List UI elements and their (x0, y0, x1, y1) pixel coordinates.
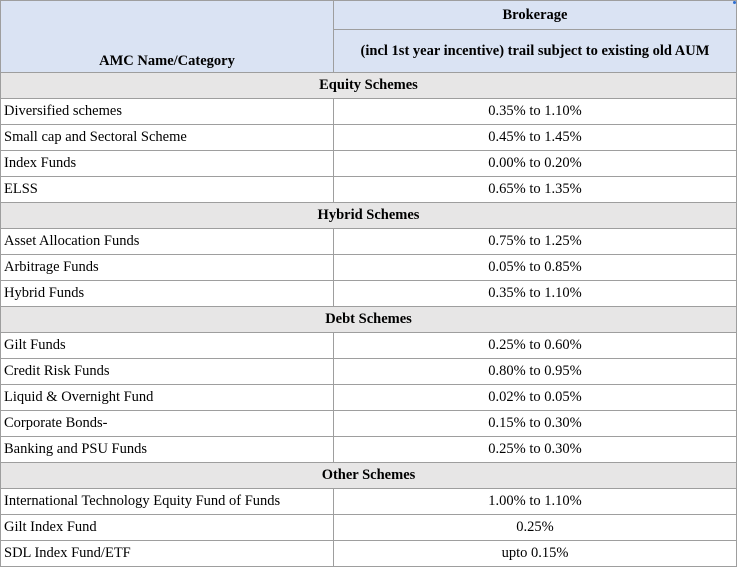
scheme-name: ELSS (0, 176, 334, 203)
scheme-name: Banking and PSU Funds (0, 436, 334, 463)
scheme-name: Hybrid Funds (0, 280, 334, 307)
section-title: Equity Schemes (0, 72, 737, 99)
brokerage-value: 0.35% to 1.10% (333, 98, 737, 125)
section-title: Debt Schemes (0, 306, 737, 333)
scheme-name: Gilt Funds (0, 332, 334, 359)
table-row: Small cap and Sectoral Scheme 0.45% to 1.… (0, 124, 737, 151)
scheme-name: Diversified schemes (0, 98, 334, 125)
brokerage-value: 0.25% to 0.30% (333, 436, 737, 463)
brokerage-value: 0.25% (333, 514, 737, 541)
table-row: Hybrid Funds 0.35% to 1.10% (0, 280, 737, 307)
section-title: Hybrid Schemes (0, 202, 737, 229)
scheme-name: Gilt Index Fund (0, 514, 334, 541)
brokerage-subheader: (incl 1st year incentive) trail subject … (333, 29, 737, 73)
table-row: Gilt Funds 0.25% to 0.60% (0, 332, 737, 359)
scheme-name: Arbitrage Funds (0, 254, 334, 281)
table-row: Diversified schemes 0.35% to 1.10% (0, 98, 737, 125)
section-row: Other Schemes (0, 462, 737, 489)
section-row: Debt Schemes (0, 306, 737, 333)
table-row: Banking and PSU Funds 0.25% to 0.30% (0, 436, 737, 463)
table-row: Liquid & Overnight Fund 0.02% to 0.05% (0, 384, 737, 411)
amc-category-header: AMC Name/Category (0, 0, 334, 73)
brokerage-value: 0.65% to 1.35% (333, 176, 737, 203)
brokerage-value: 1.00% to 1.10% (333, 488, 737, 515)
scheme-name: Index Funds (0, 150, 334, 177)
table-row: Gilt Index Fund 0.25% (0, 514, 737, 541)
brokerage-header: Brokerage (333, 0, 737, 30)
scheme-name: Liquid & Overnight Fund (0, 384, 334, 411)
brokerage-value: 0.15% to 0.30% (333, 410, 737, 437)
brokerage-value: 0.00% to 0.20% (333, 150, 737, 177)
brokerage-value: 0.35% to 1.10% (333, 280, 737, 307)
table-row: Arbitrage Funds 0.05% to 0.85% (0, 254, 737, 281)
scheme-name: International Technology Equity Fund of … (0, 488, 334, 515)
scheme-name: Asset Allocation Funds (0, 228, 334, 255)
brokerage-value: 0.75% to 1.25% (333, 228, 737, 255)
brokerage-value: upto 0.15% (333, 540, 737, 567)
brokerage-value: 0.80% to 0.95% (333, 358, 737, 385)
brokerage-value: 0.05% to 0.85% (333, 254, 737, 281)
section-row: Hybrid Schemes (0, 202, 737, 229)
section-row: Equity Schemes (0, 72, 737, 99)
scheme-name: Corporate Bonds- (0, 410, 334, 437)
table-row: Credit Risk Funds 0.80% to 0.95% (0, 358, 737, 385)
table-row: SDL Index Fund/ETF upto 0.15% (0, 540, 737, 567)
brokerage-value: 0.02% to 0.05% (333, 384, 737, 411)
corner-marker (733, 1, 736, 4)
table-row: ELSS 0.65% to 1.35% (0, 176, 737, 203)
brokerage-value: 0.45% to 1.45% (333, 124, 737, 151)
scheme-name: SDL Index Fund/ETF (0, 540, 334, 567)
section-title: Other Schemes (0, 462, 737, 489)
scheme-name: Credit Risk Funds (0, 358, 334, 385)
table-header: AMC Name/Category Brokerage (incl 1st ye… (0, 0, 737, 73)
table-row: Asset Allocation Funds 0.75% to 1.25% (0, 228, 737, 255)
table-row: International Technology Equity Fund of … (0, 488, 737, 515)
scheme-name: Small cap and Sectoral Scheme (0, 124, 334, 151)
table-body: Equity Schemes Diversified schemes 0.35% t… (0, 72, 737, 567)
table-row: Corporate Bonds- 0.15% to 0.30% (0, 410, 737, 437)
table-row: Index Funds 0.00% to 0.20% (0, 150, 737, 177)
brokerage-value: 0.25% to 0.60% (333, 332, 737, 359)
